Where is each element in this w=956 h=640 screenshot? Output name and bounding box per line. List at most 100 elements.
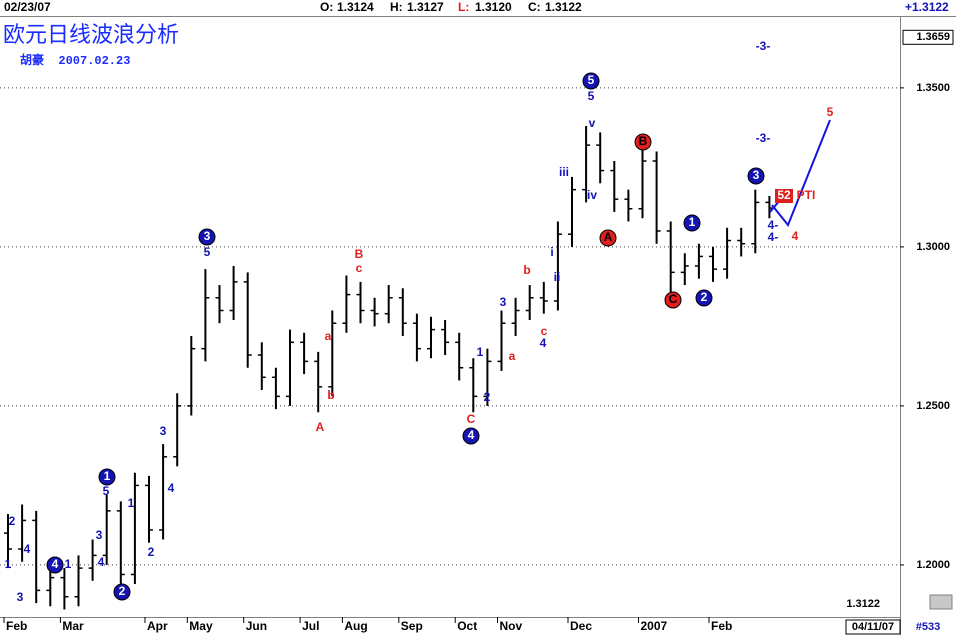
wave-label: 3 xyxy=(96,528,103,542)
wave-label: 3 xyxy=(204,229,211,243)
wave-circle xyxy=(462,427,480,445)
label-box xyxy=(775,189,793,203)
x-tick-label: Sep xyxy=(401,619,423,633)
wave-label: 1 xyxy=(104,469,111,483)
wave-label: 4 xyxy=(24,542,31,556)
wave-circle xyxy=(683,214,701,232)
x-tick-label: 2007 xyxy=(641,619,668,633)
wave-circle xyxy=(98,468,116,486)
header-date: 02/23/07 xyxy=(4,0,51,14)
x-tick-label: Feb xyxy=(6,619,27,633)
wave-label: 3 xyxy=(17,590,24,604)
wave-circle xyxy=(695,289,713,307)
wave-label: v xyxy=(589,116,596,130)
wave-label: 5 xyxy=(204,245,211,259)
price-marker-box xyxy=(902,29,954,45)
wave-label: 1 xyxy=(65,557,72,571)
wave-label: C xyxy=(467,412,476,426)
wave-circle xyxy=(582,72,600,90)
header-value: 1.3127 xyxy=(407,0,444,14)
x-tick-label: Feb xyxy=(711,619,732,633)
wave-label: 1 xyxy=(477,345,484,359)
wave-label: i xyxy=(550,245,553,259)
projection-line xyxy=(771,119,831,227)
wave-label: a xyxy=(509,349,516,363)
wave-label: 4 xyxy=(52,557,59,571)
wave-label: 5 xyxy=(588,89,595,103)
wave-label: 4- xyxy=(768,218,779,232)
x-tick-label: May xyxy=(189,619,213,633)
wave-label: -3- xyxy=(756,39,771,53)
header-label: C: xyxy=(528,0,541,14)
y-tick-label: 1.3000 xyxy=(916,241,950,253)
wave-circle xyxy=(198,228,216,246)
wave-circle xyxy=(113,583,131,601)
price-marker-label: 1.3659 xyxy=(916,31,950,43)
wave-label: iv xyxy=(587,188,597,202)
wave-label: c xyxy=(356,261,363,275)
x-tick-label: Mar xyxy=(62,619,84,633)
chart-subtitle: 胡豪 2007.02.23 xyxy=(20,52,130,68)
end-date-box xyxy=(845,619,901,635)
x-tick-label: Dec xyxy=(570,619,592,633)
wave-label: 2 xyxy=(701,290,708,304)
wave-label: b xyxy=(523,263,530,277)
wave-label: 2 xyxy=(148,545,155,559)
y-tick-label: 1.2500 xyxy=(916,400,950,412)
wave-label: iii xyxy=(559,165,569,179)
x-tick-label: Jun xyxy=(246,619,267,633)
x-tick-label: Apr xyxy=(147,619,168,633)
scroll-button[interactable] xyxy=(929,594,953,610)
header-value: 1.3124 xyxy=(337,0,374,14)
wave-label: -3- xyxy=(756,131,771,145)
end-date: 04/11/07 xyxy=(852,621,894,633)
wave-label: C xyxy=(669,292,678,306)
wave-label: 3 xyxy=(500,295,507,309)
wave-label: 2 xyxy=(484,390,491,404)
wave-circle xyxy=(747,167,765,185)
header-value: 1.3122 xyxy=(545,0,582,14)
wave-label: PTI xyxy=(797,188,816,202)
last-price-label: 1.3122 xyxy=(846,598,880,610)
wave-label: 1 xyxy=(5,557,12,571)
header-label: L: xyxy=(458,0,469,14)
header-label: O: xyxy=(320,0,333,14)
x-tick-label: Jul xyxy=(302,619,319,633)
wave-label: ii xyxy=(554,270,561,284)
wave-label: B xyxy=(355,247,364,261)
wave-circle xyxy=(664,291,682,309)
header-value: 1.3120 xyxy=(475,0,512,14)
wave-label: 2 xyxy=(119,584,126,598)
wave-label: a xyxy=(325,329,332,343)
wave-label: A xyxy=(316,420,325,434)
header-label: H: xyxy=(390,0,403,14)
wave-label: 1 xyxy=(128,496,135,510)
wave-label: A xyxy=(604,230,613,244)
wave-label: 4 xyxy=(540,336,547,350)
x-tick-label: Nov xyxy=(500,619,523,633)
header-change: +1.3122 xyxy=(905,0,949,14)
wave-label: 4 xyxy=(98,555,105,569)
wave-label: 2 xyxy=(9,514,16,528)
wave-circle xyxy=(599,229,617,247)
wave-label: 4- xyxy=(768,230,779,244)
wave-label: 1 xyxy=(689,215,696,229)
wave-label: 3 xyxy=(753,168,760,182)
wave-circle xyxy=(46,556,64,574)
bar-count: #533 xyxy=(916,621,940,633)
wave-circle xyxy=(634,133,652,151)
x-tick-label: Oct xyxy=(457,619,477,633)
chart-title: 欧元日线波浪分析 xyxy=(3,23,179,48)
wave-label: 4 xyxy=(168,481,175,495)
y-tick-label: 1.3500 xyxy=(916,82,950,94)
wave-label: 52 xyxy=(777,188,791,202)
wave-label: 4 xyxy=(792,229,799,243)
wave-label: 5 xyxy=(588,73,595,87)
wave-label: 4 xyxy=(468,428,475,442)
wave-label: b xyxy=(327,388,334,402)
wave-label: B xyxy=(639,134,648,148)
wave-label: 3 xyxy=(160,424,167,438)
